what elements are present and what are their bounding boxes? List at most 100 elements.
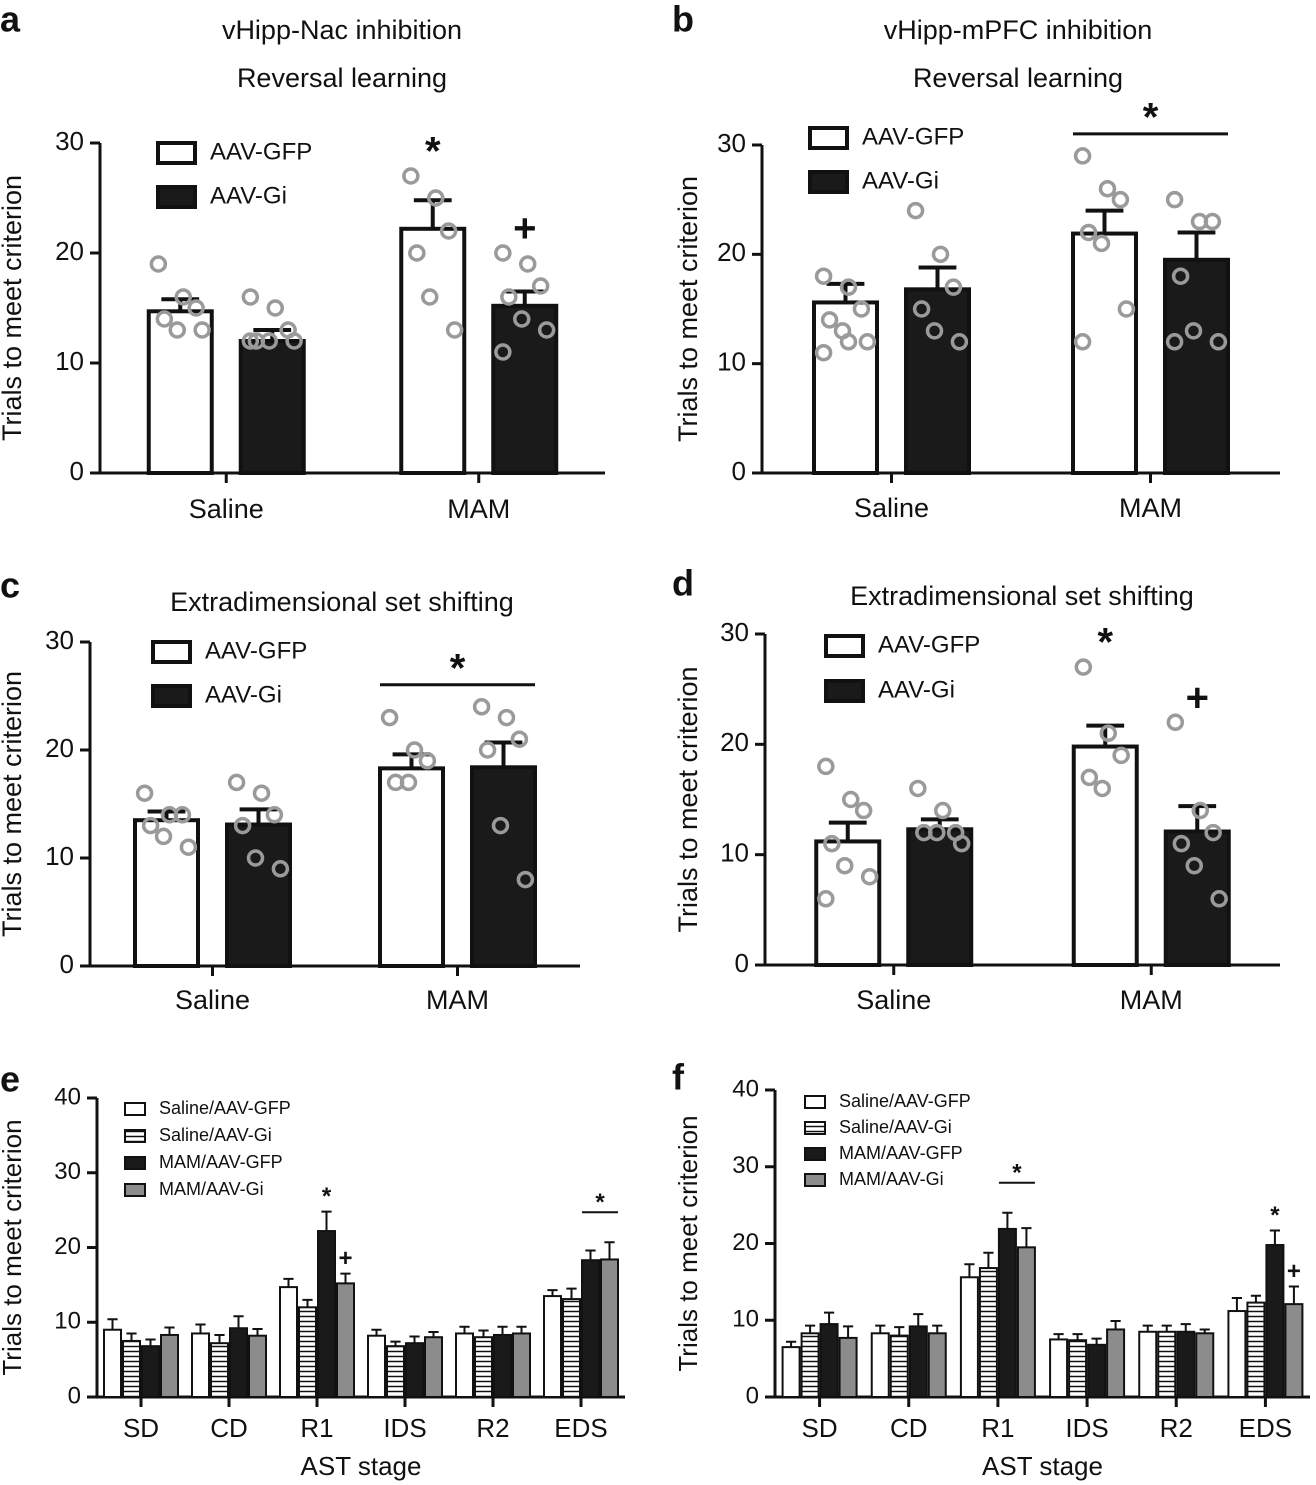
legend-swatch <box>804 1147 826 1161</box>
data-point <box>500 288 518 306</box>
x-tick-label: IDS <box>1065 1413 1108 1443</box>
bar <box>562 1298 581 1399</box>
bar <box>543 1295 562 1399</box>
bar <box>1246 1301 1266 1399</box>
data-point <box>405 741 424 759</box>
y-axis-label: Trials to meet criterion <box>673 666 703 932</box>
y-tick-label: 40 <box>54 1083 81 1110</box>
x-tick-label: R2 <box>476 1413 509 1443</box>
bar <box>819 1323 839 1399</box>
data-point <box>839 333 858 351</box>
legend-label: AAV-GFP <box>210 138 312 165</box>
annotation: * <box>1012 1160 1022 1187</box>
data-point <box>513 310 531 328</box>
error-bar <box>516 1325 527 1334</box>
bar <box>978 1267 998 1399</box>
bar <box>491 303 559 475</box>
chart-subtitle: Reversal learning <box>913 63 1123 93</box>
data-point <box>285 332 303 350</box>
bar <box>600 1258 619 1398</box>
error-bar <box>604 1241 615 1260</box>
data-point <box>179 838 198 856</box>
bar <box>405 1342 424 1399</box>
bar <box>455 1332 474 1399</box>
data-point <box>439 222 458 240</box>
data-point <box>814 267 833 285</box>
error-bar <box>547 1289 558 1297</box>
x-tick-label: EDS <box>554 1413 607 1443</box>
error-bar <box>1177 230 1216 260</box>
data-point <box>1079 223 1098 242</box>
data-point <box>497 708 516 727</box>
error-bar <box>302 1298 313 1308</box>
panel-letter: f <box>672 1057 685 1098</box>
legend-swatch <box>124 1183 146 1197</box>
legend-label: AAV-GFP <box>205 637 307 664</box>
annotation: + <box>1186 676 1209 720</box>
bar <box>133 818 200 969</box>
bar <box>800 1332 820 1398</box>
data-point <box>852 300 871 318</box>
annotation: * <box>595 1189 605 1216</box>
bar <box>1106 1328 1126 1398</box>
data-point <box>1080 768 1099 787</box>
data-point <box>1171 267 1190 285</box>
data-point <box>155 310 174 328</box>
y-tick-label: 10 <box>732 1306 759 1333</box>
data-point <box>1184 322 1203 340</box>
error-bar <box>1269 1229 1281 1246</box>
data-point <box>187 299 205 317</box>
error-bar <box>785 1340 797 1348</box>
x-axis-label: AST stage <box>301 1451 422 1481</box>
bar <box>238 339 306 475</box>
data-point <box>944 278 963 296</box>
x-tick-label: R1 <box>981 1413 1014 1443</box>
data-point <box>1099 724 1117 743</box>
error-bar <box>932 1324 943 1334</box>
y-tick-label: 0 <box>732 456 746 486</box>
bar <box>474 1336 493 1398</box>
y-tick-label: 0 <box>70 456 84 486</box>
error-bar <box>913 1313 924 1327</box>
data-point <box>193 321 211 339</box>
bar <box>470 765 537 969</box>
bar <box>229 1327 248 1398</box>
bar <box>1068 1339 1088 1398</box>
y-tick-label: 20 <box>732 1229 759 1256</box>
data-point <box>928 823 946 842</box>
data-point <box>909 779 927 798</box>
legend-swatch <box>124 1102 146 1116</box>
error-bar <box>145 1338 156 1347</box>
x-tick-label: CD <box>890 1413 928 1443</box>
bar <box>889 1334 909 1398</box>
y-tick-label: 0 <box>60 949 74 979</box>
x-tick-label: Saline <box>175 985 250 1015</box>
data-point <box>1204 823 1222 842</box>
data-point <box>934 801 952 820</box>
y-tick-label: 30 <box>717 128 746 158</box>
data-point <box>380 708 399 727</box>
data-point <box>418 752 437 770</box>
error-bar <box>497 1325 508 1335</box>
bar <box>367 1334 386 1398</box>
data-point <box>510 730 529 748</box>
error-bar <box>823 1311 835 1325</box>
data-point <box>233 816 252 835</box>
legend-swatch <box>156 185 197 209</box>
data-point <box>408 244 426 262</box>
bar <box>1049 1338 1069 1398</box>
error-bar <box>147 809 186 821</box>
data-point <box>839 278 858 296</box>
error-bar <box>566 1287 577 1300</box>
legend-swatch <box>156 141 197 165</box>
error-bar <box>459 1325 470 1334</box>
legend-label: AAV-GFP <box>862 123 964 150</box>
bar <box>378 766 445 968</box>
data-point <box>265 806 284 824</box>
data-point <box>854 801 873 820</box>
legend-label: MAM/AAV-GFP <box>159 1152 283 1172</box>
panel-letter: a <box>0 0 21 40</box>
chart-title: Extradimensional set shifting <box>170 587 514 617</box>
annotation: * <box>450 646 466 690</box>
data-point <box>227 773 246 792</box>
